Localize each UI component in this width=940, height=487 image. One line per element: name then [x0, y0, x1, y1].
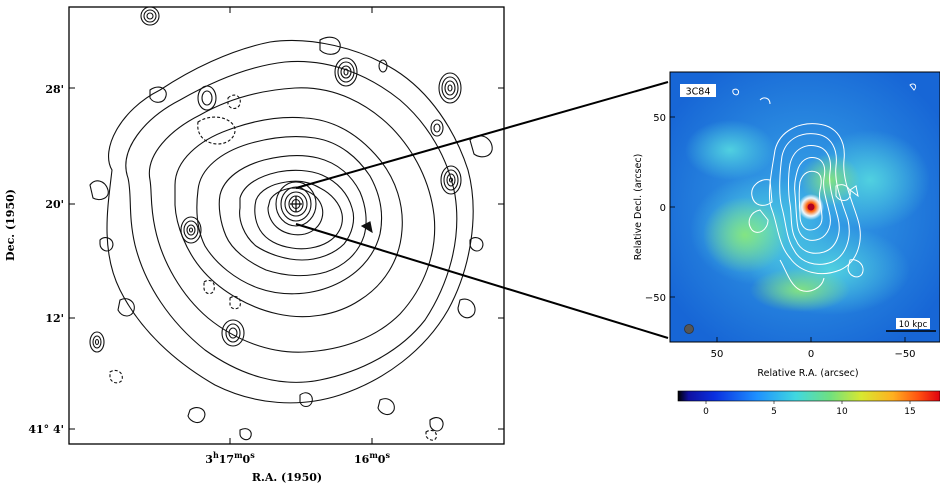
negative-contour-4 [229, 295, 241, 310]
compact-source-ne1 [334, 57, 358, 87]
right-ytick-0: 0 [660, 203, 666, 214]
right-image-panel: 3C84 10 kpc 50 0 −50 50 0 −50 Relative R… [633, 71, 940, 417]
emission-blob-3 [810, 130, 930, 230]
source-label: 3C84 [686, 87, 711, 98]
contour-outer-3 [148, 87, 436, 353]
negative-contour-5 [109, 369, 123, 384]
zoom-connector-lines [295, 81, 669, 339]
colorbar [677, 390, 940, 402]
left-xtick-16m0s: 16m0s [354, 450, 390, 466]
colorbar-tick-5: 5 [771, 407, 777, 417]
left-ytick-12: 12' [45, 312, 64, 325]
contour-outer-2 [125, 60, 458, 383]
core-contour-1 [275, 181, 317, 227]
compact-source-top [140, 7, 160, 26]
left-ylabel: Dec. (1950) [4, 189, 17, 261]
contour-outer-1 [106, 39, 474, 404]
negative-contour-3 [203, 279, 215, 295]
contour-mid-2 [196, 136, 383, 295]
right-axis-ticks [670, 116, 906, 342]
compact-source-top-e [378, 59, 388, 73]
left-ytick-4: 41° 4' [28, 423, 64, 436]
contour-mid-3 [218, 155, 367, 277]
right-xtick-50: 50 [711, 349, 724, 360]
compact-source-far-sw [89, 331, 105, 353]
compact-source-sw [221, 319, 245, 347]
left-xtick-3h17m0s: 3h17m0s [205, 450, 255, 466]
colorbar-tick-15: 15 [904, 407, 915, 417]
compact-source-ne3 [430, 119, 444, 137]
negative-contour-6 [425, 429, 437, 441]
emission-blob-7 [685, 120, 775, 180]
compact-source-nw [197, 85, 217, 111]
left-plot-frame [68, 6, 505, 445]
colorbar-tick-0: 0 [703, 407, 709, 417]
compact-source-e [440, 165, 462, 195]
source-label-box [680, 84, 716, 97]
contour-inner-1 [239, 169, 355, 261]
left-ytick-20: 20' [45, 198, 64, 211]
core-cross [290, 196, 302, 212]
scalebar-label: 10 kpc [899, 320, 928, 330]
right-ylabel: Relative Decl. (arcsec) [633, 154, 644, 261]
radio-contours [732, 83, 917, 292]
core-contour-3 [284, 191, 308, 217]
left-contour-panel: 28' 20' 12' 41° 4' 3h17m0s 16m0s R.A. (1… [4, 6, 505, 484]
contour-mid-1 [174, 117, 403, 318]
compact-source-ne2 [438, 72, 462, 104]
right-xtick-m50: −50 [894, 349, 915, 360]
core-center [807, 203, 815, 211]
right-xlabel: Relative R.A. (arcsec) [757, 368, 858, 379]
emission-blob-4 [703, 197, 787, 273]
right-ytick-m50: −50 [645, 293, 666, 304]
right-ytick-50: 50 [653, 113, 666, 124]
compact-source-w [180, 216, 202, 244]
colorbar-tick-10: 10 [836, 407, 848, 417]
right-xtick-0: 0 [808, 349, 814, 360]
left-axis-ticks [69, 7, 504, 444]
scalebar-label-box [896, 318, 930, 329]
left-xlabel: R.A. (1950) [252, 471, 322, 484]
negative-contour-1 [197, 116, 236, 145]
colorbar-ticks [705, 401, 911, 404]
negative-contour-2 [227, 94, 241, 110]
beam-marker [684, 324, 694, 334]
left-ytick-28: 28' [45, 83, 64, 96]
contour-inner-2 [254, 180, 343, 250]
